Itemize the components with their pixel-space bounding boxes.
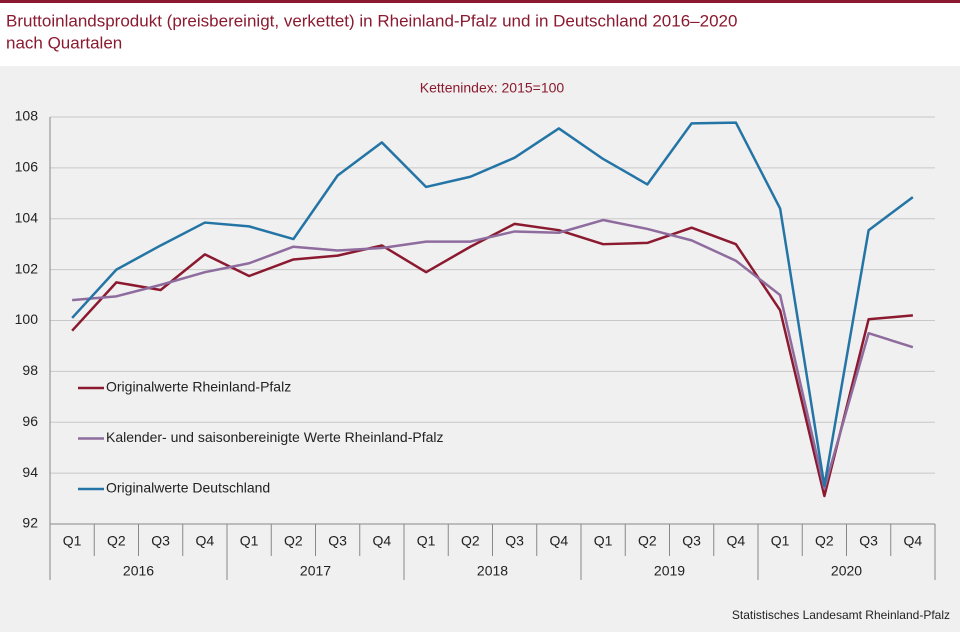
x-tick-label: Q3 [328, 533, 347, 549]
x-tick-label: Q1 [771, 533, 790, 549]
legend-label: Kalender- und saisonbereinigte Werte Rhe… [106, 429, 444, 445]
x-tick-label: Q3 [505, 533, 524, 549]
x-tick-label: Q2 [461, 533, 480, 549]
year-label: 2018 [477, 563, 508, 579]
year-label: 2016 [123, 563, 154, 579]
chart-area [0, 66, 960, 632]
x-tick-label: Q2 [638, 533, 657, 549]
x-tick-label: Q4 [904, 533, 923, 549]
x-tick-label: Q4 [727, 533, 746, 549]
y-tick-label: 102 [15, 260, 39, 276]
line-series [71, 121, 914, 488]
y-tick-label: 106 [15, 159, 39, 175]
x-tick-label: Q1 [417, 533, 436, 549]
x-tick-label: Q3 [682, 533, 701, 549]
x-tick-label: Q4 [550, 533, 569, 549]
x-tick-label: Q2 [815, 533, 834, 549]
legend-label: Originalwerte Deutschland [106, 480, 270, 496]
y-tick-label: 98 [22, 362, 38, 378]
chart-title: nach Quartalen [6, 33, 122, 52]
y-tick-label: 92 [22, 515, 38, 531]
x-tick-label: Q1 [240, 533, 259, 549]
top-rule [0, 0, 960, 3]
year-label: 2019 [654, 563, 685, 579]
x-tick-label: Q3 [859, 533, 878, 549]
chart-title: Bruttoinlandsprodukt (preisbereinigt, ve… [6, 11, 737, 30]
year-label: 2020 [831, 563, 862, 579]
source: Statistisches Landesamt Rheinland-Pfalz [732, 608, 950, 622]
x-tick-label: Q4 [196, 533, 215, 549]
y-tick-label: 108 [15, 108, 39, 124]
y-tick-label: 96 [22, 413, 38, 429]
x-tick-label: Q2 [107, 533, 126, 549]
x-tick-label: Q4 [373, 533, 392, 549]
y-tick-label: 100 [15, 311, 39, 327]
y-tick-label: 94 [22, 464, 38, 480]
x-tick-label: Q3 [151, 533, 170, 549]
line-series [72, 218, 914, 490]
x-tick-label: Q1 [63, 533, 82, 549]
x-tick-label: Q1 [594, 533, 613, 549]
legend-label: Originalwerte Rheinland-Pfalz [106, 379, 291, 395]
subtitle: Kettenindex: 2015=100 [420, 80, 565, 96]
year-label: 2017 [300, 563, 331, 579]
y-tick-label: 104 [15, 209, 39, 225]
x-tick-label: Q2 [284, 533, 303, 549]
